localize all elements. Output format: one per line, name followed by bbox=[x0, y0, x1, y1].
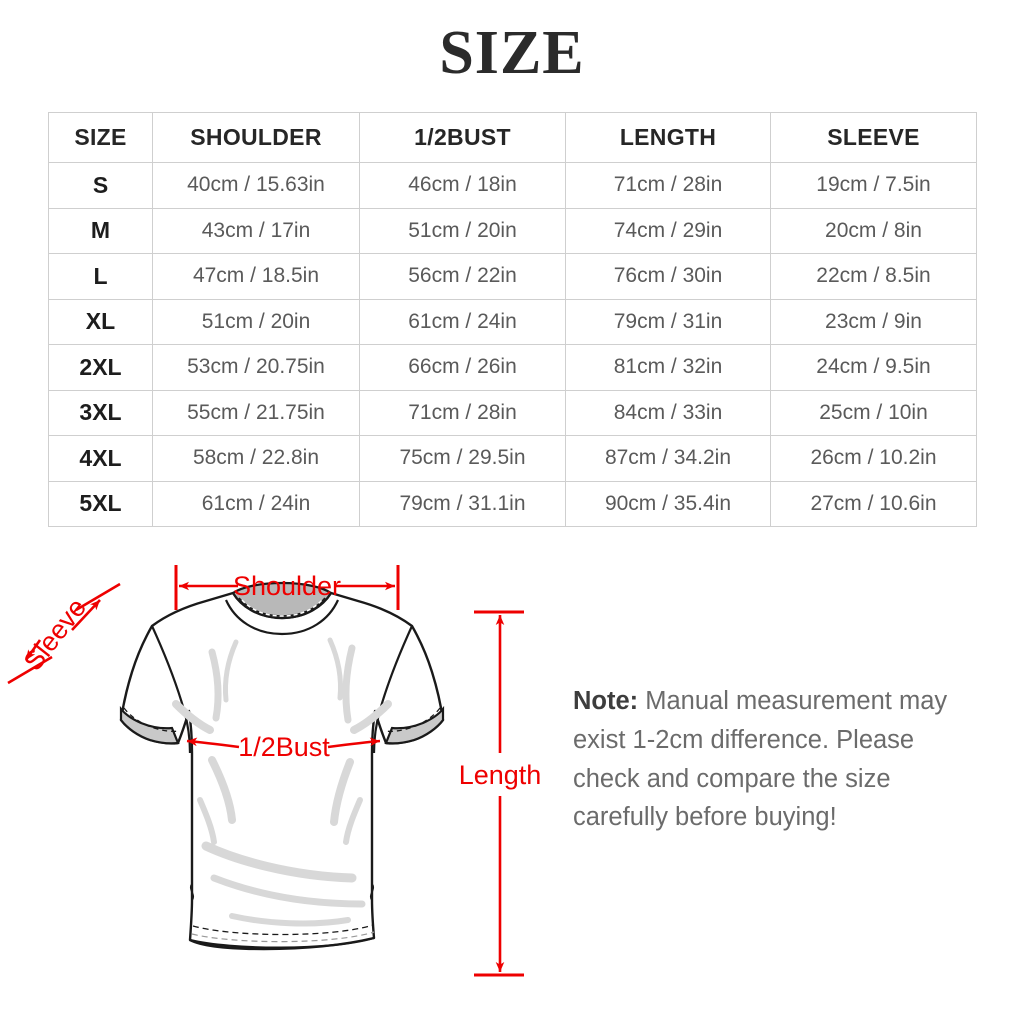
cell-sleeve: 26cm / 10.2in bbox=[770, 435, 977, 482]
page-title: SIZE bbox=[439, 19, 585, 87]
cell-length: 84cm / 33in bbox=[565, 389, 771, 436]
cell-length: 90cm / 35.4in bbox=[565, 480, 771, 527]
column-header-bust: 1/2BUST bbox=[359, 112, 566, 163]
cell-size: M bbox=[48, 207, 153, 254]
cell-bust: 56cm / 22in bbox=[359, 253, 566, 300]
cell-shoulder: 40cm / 15.63in bbox=[152, 162, 360, 209]
cell-bust: 71cm / 28in bbox=[359, 389, 566, 436]
cell-length: 81cm / 32in bbox=[565, 344, 771, 391]
table-row: L 47cm / 18.5in 56cm / 22in 76cm / 30in … bbox=[48, 253, 977, 300]
column-header-shoulder: SHOULDER bbox=[152, 112, 360, 163]
cell-sleeve: 27cm / 10.6in bbox=[770, 480, 977, 527]
note-body: Manual measurement may exist 1-2cm diffe… bbox=[573, 687, 948, 832]
cell-size: L bbox=[48, 253, 153, 300]
fabric-shading bbox=[172, 637, 392, 927]
table-header-row: SIZE SHOULDER 1/2BUST LENGTH SLEEVE bbox=[48, 112, 977, 163]
cell-shoulder: 55cm / 21.75in bbox=[152, 389, 360, 436]
cell-size: 2XL bbox=[48, 344, 153, 391]
cell-size: S bbox=[48, 162, 153, 209]
table-row: 4XL 58cm / 22.8in 75cm / 29.5in 87cm / 3… bbox=[48, 435, 977, 482]
column-header-length: LENGTH bbox=[565, 112, 771, 163]
cell-bust: 79cm / 31.1in bbox=[359, 480, 566, 527]
bust-arrow-left bbox=[186, 737, 240, 749]
cell-length: 87cm / 34.2in bbox=[565, 435, 771, 482]
cell-shoulder: 43cm / 17in bbox=[152, 207, 360, 254]
sleeve-label: Sleeve bbox=[18, 593, 92, 677]
shoulder-label: Shoulder bbox=[233, 571, 341, 601]
side-notch-right bbox=[369, 883, 375, 901]
cell-length: 74cm / 29in bbox=[565, 207, 771, 254]
cell-sleeve: 22cm / 8.5in bbox=[770, 253, 977, 300]
table-row: S 40cm / 15.63in 46cm / 18in 71cm / 28in… bbox=[48, 162, 977, 209]
cell-sleeve: 25cm / 10in bbox=[770, 389, 977, 436]
tshirt-illustration bbox=[119, 581, 445, 951]
cell-shoulder: 53cm / 20.75in bbox=[152, 344, 360, 391]
hem-stitch-upper bbox=[192, 924, 374, 936]
cell-length: 79cm / 31in bbox=[565, 298, 771, 345]
sleeve-tick-upper bbox=[75, 582, 121, 612]
cuff-right-stitch bbox=[384, 707, 441, 733]
cell-bust: 66cm / 26in bbox=[359, 344, 566, 391]
table-row: 2XL 53cm / 20.75in 66cm / 26in 81cm / 32… bbox=[48, 344, 977, 391]
sleeve-measurement: Sleeve bbox=[7, 582, 121, 685]
cell-sleeve: 20cm / 8in bbox=[770, 207, 977, 254]
cell-bust: 61cm / 24in bbox=[359, 298, 566, 345]
bust-arrow-right bbox=[327, 737, 381, 749]
tshirt-measurement-diagram: Shoulder Sleeve 1/2Bust bbox=[0, 548, 560, 1024]
shoulder-measurement: Shoulder bbox=[174, 565, 400, 610]
cell-sleeve: 23cm / 9in bbox=[770, 298, 977, 345]
cell-size: XL bbox=[48, 298, 153, 345]
hem-stitch-lower bbox=[191, 931, 375, 943]
size-table: SIZE SHOULDER 1/2BUST LENGTH SLEEVE S 40… bbox=[48, 112, 977, 527]
cell-shoulder: 58cm / 22.8in bbox=[152, 435, 360, 482]
length-label: Length bbox=[459, 760, 542, 790]
column-header-sleeve: SLEEVE bbox=[770, 112, 977, 163]
table-row: 3XL 55cm / 21.75in 71cm / 28in 84cm / 33… bbox=[48, 389, 977, 436]
sleeve-arrow-lower bbox=[24, 639, 42, 661]
cell-bust: 75cm / 29.5in bbox=[359, 435, 566, 482]
cell-size: 3XL bbox=[48, 389, 153, 436]
collar-inner bbox=[231, 581, 333, 620]
table-row: 5XL 61cm / 24in 79cm / 31.1in 90cm / 35.… bbox=[48, 480, 977, 527]
cell-bust: 46cm / 18in bbox=[359, 162, 566, 209]
cell-length: 76cm / 30in bbox=[565, 253, 771, 300]
side-notch-left bbox=[189, 883, 195, 901]
cell-sleeve: 19cm / 7.5in bbox=[770, 162, 977, 209]
collar-stitch bbox=[241, 599, 323, 617]
note-block: Note: Manual measurement may exist 1-2cm… bbox=[573, 682, 977, 837]
cell-shoulder: 51cm / 20in bbox=[152, 298, 360, 345]
length-measurement: Length bbox=[459, 610, 542, 977]
bust-measurement: 1/2Bust bbox=[186, 732, 381, 762]
cell-sleeve: 24cm / 9.5in bbox=[770, 344, 977, 391]
cell-size: 5XL bbox=[48, 480, 153, 527]
hem-bottom bbox=[189, 936, 375, 949]
table-row: XL 51cm / 20in 61cm / 24in 79cm / 31in 2… bbox=[48, 298, 977, 345]
cell-shoulder: 61cm / 24in bbox=[152, 480, 360, 527]
cuff-left-stitch bbox=[123, 707, 180, 733]
sleeve-arrow-upper bbox=[71, 599, 101, 631]
cell-bust: 51cm / 20in bbox=[359, 207, 566, 254]
note-prefix: Note: bbox=[573, 687, 639, 715]
table-row: M 43cm / 17in 51cm / 20in 74cm / 29in 20… bbox=[48, 207, 977, 254]
neck-seam bbox=[224, 599, 340, 636]
bust-label: 1/2Bust bbox=[238, 732, 330, 762]
cell-size: 4XL bbox=[48, 435, 153, 482]
cell-length: 71cm / 28in bbox=[565, 162, 771, 209]
sleeve-tick-lower bbox=[7, 655, 53, 685]
column-header-size: SIZE bbox=[48, 112, 153, 163]
cell-shoulder: 47cm / 18.5in bbox=[152, 253, 360, 300]
